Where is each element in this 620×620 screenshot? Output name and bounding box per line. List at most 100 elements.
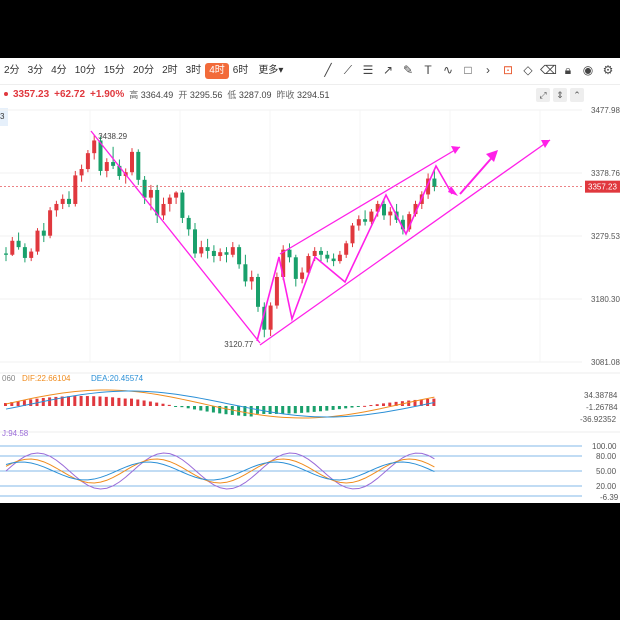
candle-body — [325, 254, 330, 259]
candle-body — [293, 257, 298, 279]
macd-bar — [363, 405, 367, 407]
macd-bar — [388, 402, 392, 406]
price-grid — [0, 109, 582, 363]
macd-bar — [382, 403, 385, 406]
macd-bar — [274, 406, 278, 414]
scale-icon[interactable]: ⇕ — [553, 88, 567, 102]
more-tools-icon[interactable]: › — [486, 63, 490, 77]
candle-body — [186, 217, 191, 230]
candle-body — [344, 243, 349, 255]
price-axis: 3477.98 3378.76 3279.53 3180.30 3081.08 … — [585, 106, 620, 367]
more-label: 更多 — [258, 65, 279, 76]
candle-body — [218, 252, 223, 257]
price-change: +62.72 — [54, 88, 86, 100]
timeframe-20m[interactable]: 20分 — [132, 65, 155, 76]
candle-body — [29, 251, 34, 258]
macd-bar — [29, 399, 33, 406]
line-tool-icon[interactable]: ╱ — [324, 63, 332, 77]
lock-icon[interactable]: 🔒︎ — [564, 63, 572, 77]
candle-body — [41, 230, 46, 236]
macd-bar — [48, 397, 52, 406]
candle-body — [161, 203, 166, 216]
screenshot-icon[interactable]: ⊡ — [502, 63, 514, 77]
macd-bar — [79, 396, 83, 406]
collapse-icon[interactable]: ⌃ — [570, 88, 584, 102]
eye-icon[interactable]: ◉ — [582, 63, 594, 77]
open-label: 开 — [178, 89, 188, 100]
timeframe-3h[interactable]: 3时 — [185, 65, 202, 76]
macd-bar — [211, 406, 215, 413]
macd-bar — [306, 406, 310, 413]
candle-body — [111, 162, 116, 166]
high-label: 高 — [129, 89, 139, 100]
open-value: 3295.56 — [189, 89, 223, 100]
peak-annotation: 3438.29 — [98, 132, 127, 141]
macd-bar — [104, 396, 108, 406]
timeframe-2h[interactable]: 2时 — [162, 65, 178, 76]
candle-body — [356, 219, 361, 226]
price-tick-label: 3279.53 — [591, 232, 620, 241]
macd-bar — [142, 400, 146, 406]
price-tick-label: 3477.98 — [591, 106, 620, 115]
macd-bar — [237, 406, 241, 416]
timeframe-10m[interactable]: 10分 — [74, 65, 96, 76]
kdj-tick-label: 50.00 — [596, 467, 617, 476]
low-value: 3287.09 — [238, 89, 272, 100]
chart-area: 3477.98 3378.76 3279.53 3180.30 3081.08 … — [0, 106, 620, 502]
current-price-tag-label: 3357.23 — [588, 183, 617, 192]
delete-icon[interactable]: ⌫ — [540, 63, 557, 77]
macd-bar — [375, 404, 379, 406]
arrow-tool-icon[interactable]: ↗ — [382, 63, 394, 77]
candle-body — [180, 192, 185, 218]
kdj-pane — [0, 445, 582, 497]
macd-bar — [186, 406, 190, 409]
macd-bar — [98, 396, 102, 406]
channel-lower-line — [259, 139, 551, 346]
rectangle-tool-icon[interactable]: □ — [464, 63, 472, 77]
timeframe-4m[interactable]: 4分 — [51, 65, 67, 76]
text-tool-icon[interactable]: T — [424, 63, 432, 77]
candle-body — [211, 250, 216, 257]
fit-icon[interactable]: ⤢ — [536, 88, 550, 102]
price-tick-label: 3180.30 — [591, 295, 620, 304]
candle-body — [79, 169, 84, 176]
timeframe-6h[interactable]: 6时 — [232, 65, 249, 76]
settings-icon[interactable]: ⚙ — [602, 63, 614, 77]
macd-bar — [73, 396, 77, 406]
eraser-icon[interactable]: ◇ — [523, 63, 533, 77]
candle-body — [48, 210, 53, 236]
macd-bar — [85, 396, 89, 406]
candle-body — [73, 175, 78, 204]
timeframe-15m[interactable]: 15分 — [103, 65, 125, 76]
parallel-channel-icon[interactable]: ☰ — [362, 63, 374, 77]
trend-annotations — [90, 130, 551, 346]
wave-tool-icon[interactable]: ∿ — [442, 63, 454, 77]
timeframe-2m[interactable]: 2分 — [4, 65, 20, 76]
more-timeframes-button[interactable]: 更多▾ — [252, 63, 287, 79]
macd-bar — [350, 406, 354, 408]
candle-body — [287, 249, 292, 258]
candle-body — [85, 153, 90, 170]
timeframe-3m[interactable]: 3分 — [27, 65, 44, 76]
macd-bar — [262, 406, 266, 414]
ray-tool-icon[interactable]: ⟋ — [343, 63, 353, 77]
macd-bar — [249, 406, 253, 417]
candle-body — [400, 219, 405, 230]
candle-body — [142, 179, 147, 198]
macd-bar — [319, 406, 322, 412]
candle-body — [136, 151, 141, 180]
pen-tool-icon[interactable]: ✎ — [402, 63, 414, 77]
macd-bar — [199, 406, 203, 411]
candle-body — [10, 240, 15, 255]
candle-body — [331, 258, 336, 262]
kdj-tick-label: 80.00 — [596, 452, 617, 461]
candle-body — [104, 162, 109, 171]
timeframe-4h[interactable]: 4时 — [205, 63, 229, 79]
candle-body — [199, 247, 204, 254]
macd-bar — [287, 406, 291, 414]
macd-bar — [369, 405, 373, 407]
wave-path — [256, 164, 453, 342]
macd-bar — [426, 398, 430, 406]
candle-body — [54, 203, 59, 211]
macd-tick-label: -1.26784 — [586, 403, 618, 412]
